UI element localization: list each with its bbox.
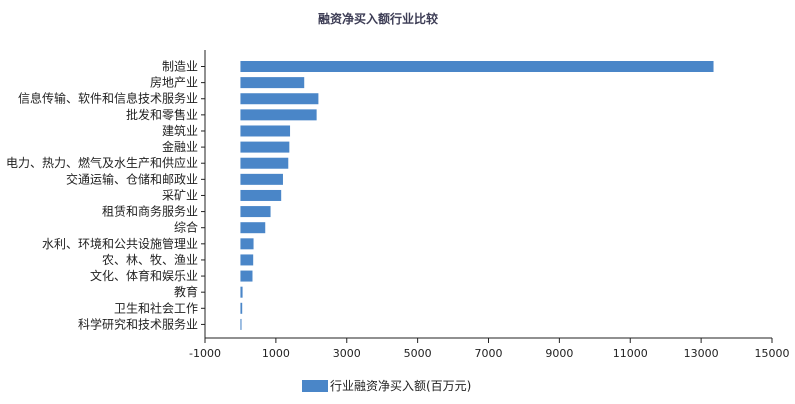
bar-4[interactable] xyxy=(240,125,291,137)
x-tick-label-0: -1000 xyxy=(189,347,221,360)
chart-title: 融资净买入额行业比较 xyxy=(318,11,438,26)
category-label-10: 综合 xyxy=(174,220,198,235)
bar-8[interactable] xyxy=(240,189,282,201)
bar-16[interactable] xyxy=(240,318,242,330)
legend-swatch xyxy=(302,380,328,392)
bar-7[interactable] xyxy=(240,173,283,185)
bar-5[interactable] xyxy=(240,141,290,153)
bar-9[interactable] xyxy=(240,206,271,218)
category-label-8: 采矿业 xyxy=(162,188,198,202)
x-axis-ticks: -1000 1000 3000 5000 7000 9000 11000 13000 15000 xyxy=(189,338,790,360)
bar-15[interactable] xyxy=(240,302,243,314)
category-label-5: 金融业 xyxy=(162,139,198,154)
x-tick-label-1: 1000 xyxy=(262,347,290,360)
category-label-16: 科学研究和技术服务业 xyxy=(78,316,198,331)
x-tick-label-4: 7000 xyxy=(475,347,503,360)
category-label-11: 水利、环境和公共设施管理业 xyxy=(42,236,198,251)
bar-10[interactable] xyxy=(240,222,266,234)
category-label-15: 卫生和社会工作 xyxy=(114,300,198,315)
x-tick-label-8: 15000 xyxy=(755,347,790,360)
category-label-12: 农、林、牧、渔业 xyxy=(102,253,198,267)
x-tick-label-5: 9000 xyxy=(545,347,573,360)
bar-1[interactable] xyxy=(240,77,305,89)
category-label-13: 文化、体育和娱乐业 xyxy=(90,268,198,283)
category-label-1: 房地产业 xyxy=(150,75,198,90)
x-tick-label-2: 3000 xyxy=(333,347,361,360)
bar-6[interactable] xyxy=(240,157,289,169)
category-label-0: 制造业 xyxy=(162,60,198,74)
category-label-6: 电力、热力、燃气及水生产和供应业 xyxy=(6,155,198,170)
category-labels: 制造业房地产业信息传输、软件和信息技术服务业批发和零售业建筑业金融业电力、热力、… xyxy=(6,60,205,331)
legend[interactable]: 行业融资净买入额(百万元) xyxy=(302,379,471,393)
bar-14[interactable] xyxy=(240,286,243,298)
x-tick-label-6: 11000 xyxy=(613,347,648,360)
x-tick-label-3: 5000 xyxy=(404,347,432,360)
bar-11[interactable] xyxy=(240,238,254,250)
bar-13[interactable] xyxy=(240,270,253,282)
category-label-2: 信息传输、软件和信息技术服务业 xyxy=(18,91,198,106)
category-label-14: 教育 xyxy=(174,284,198,299)
x-tick-label-7: 13000 xyxy=(684,347,719,360)
bar-12[interactable] xyxy=(240,254,254,266)
bars-layer xyxy=(240,61,714,330)
category-label-7: 交通运输、仓储和邮政业 xyxy=(66,171,198,186)
category-label-9: 租赁和商务服务业 xyxy=(102,204,198,219)
category-label-4: 建筑业 xyxy=(162,123,198,138)
category-label-3: 批发和零售业 xyxy=(126,107,198,122)
bar-0[interactable] xyxy=(240,61,714,72)
bar-3[interactable] xyxy=(240,109,317,121)
legend-label: 行业融资净买入额(百万元) xyxy=(330,379,471,393)
bar-2[interactable] xyxy=(240,93,319,105)
